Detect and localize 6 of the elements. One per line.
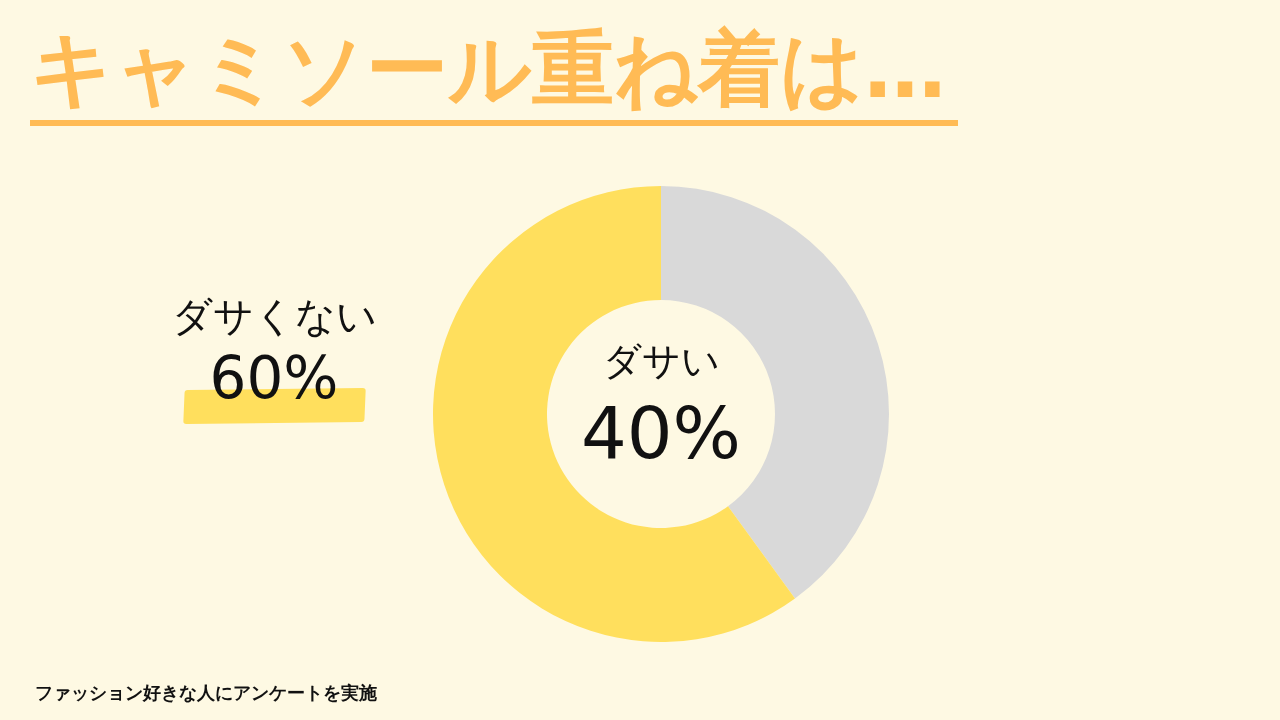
donut-slice xyxy=(433,186,796,642)
text: ファッション好きな人にアンケートを実施 xyxy=(35,681,377,705)
slice-label: ダサい xyxy=(601,339,721,384)
slice-label: ダサくない xyxy=(170,293,378,339)
data-label: 40% xyxy=(580,390,742,475)
chart-title: キャミソール重ね着は… xyxy=(30,21,946,117)
